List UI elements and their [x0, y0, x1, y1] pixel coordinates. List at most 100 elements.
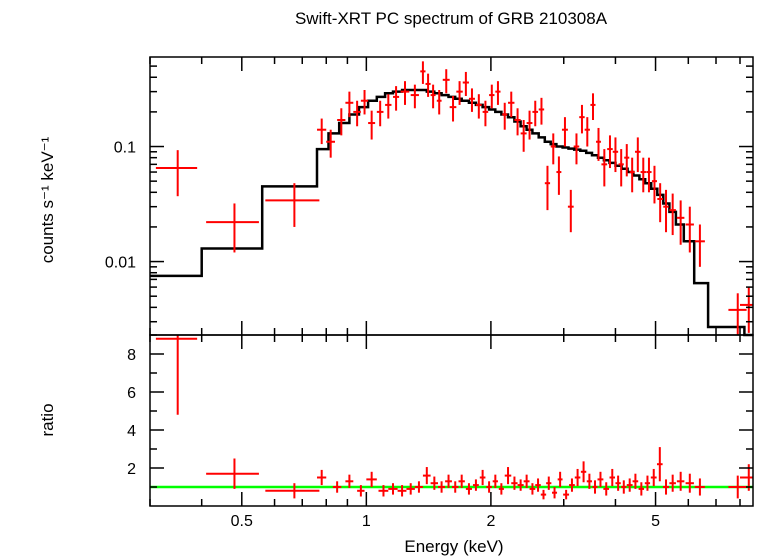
y-tick-label: 4 — [127, 423, 136, 440]
ratio-data-point — [656, 447, 663, 482]
ratio-data-point — [465, 483, 472, 495]
spectrum-data-point — [385, 94, 392, 119]
spectrum-data-point — [368, 110, 376, 140]
spectrum-data-point — [425, 73, 431, 97]
top-y-axis-label: counts s⁻¹ keV⁻¹ — [38, 136, 57, 263]
spectrum-data-point — [676, 200, 685, 245]
spectrum-data-point — [206, 203, 259, 253]
ratio-data-point — [378, 485, 389, 497]
ratio-data-point — [676, 471, 685, 491]
ratio-plot-frame — [149, 334, 754, 507]
ratio-data-point — [586, 473, 592, 489]
spectrum-data-point — [573, 133, 580, 165]
spectrum-data-point — [646, 157, 652, 193]
spectrum-data-point — [449, 95, 457, 122]
ratio-data-point — [638, 482, 645, 496]
ratio-data-point — [597, 471, 604, 487]
spectrum-data-point — [420, 61, 426, 84]
ratio-data-point — [206, 458, 259, 489]
ratio-data-point — [574, 468, 581, 487]
model-curve — [150, 88, 753, 337]
spectrum-data-point — [482, 100, 489, 127]
spectrum-data-point — [337, 108, 346, 136]
ratio-data-point — [569, 478, 575, 492]
spectrum-data-point — [532, 100, 539, 127]
x-axis-label: Energy (keV) — [404, 537, 503, 556]
spectrum-data-point — [520, 120, 527, 152]
spectrum-data-point — [326, 129, 336, 158]
spectrum-data-point — [669, 193, 676, 236]
spectrum-data-point — [442, 69, 450, 94]
spectrum-data-point — [685, 206, 694, 253]
spectrum-data-point — [624, 144, 630, 177]
spectrum-data-point — [538, 97, 545, 125]
ratio-data-point — [357, 485, 365, 497]
spectrum-data-point — [514, 108, 521, 136]
ratio-data-point — [529, 483, 536, 495]
spectrum-data-point — [728, 293, 747, 335]
spectrum-data-point — [590, 93, 596, 121]
ratio-data-point — [511, 476, 518, 490]
ratio-data-point — [685, 473, 694, 493]
ratio-data-point — [592, 480, 598, 494]
spectrum-data-point — [489, 84, 495, 109]
ratio-data-point — [609, 468, 616, 487]
ratio-data-point — [445, 474, 452, 488]
ratio-data-point — [414, 481, 423, 493]
spectrum-data-point — [567, 189, 574, 233]
spectrum-panel — [150, 61, 753, 337]
spectrum-data-point — [640, 157, 646, 193]
spectrum-data-point — [550, 133, 556, 165]
spectrum-data-point — [663, 189, 669, 233]
ratio-data-point — [535, 478, 541, 492]
spectrum-data-point — [526, 110, 533, 140]
ratio-data-point — [694, 478, 705, 496]
spectrum-data-point — [400, 81, 410, 105]
ratio-data-point — [615, 475, 621, 491]
spectrum-data-point — [561, 117, 568, 147]
spectrum-data-point — [495, 81, 501, 105]
ratio-data-point — [422, 467, 431, 485]
spectrum-data-point — [462, 71, 469, 96]
ratio-data-point — [517, 479, 524, 491]
spectrum-data-point — [651, 165, 657, 204]
y-tick-label: 0.1 — [114, 140, 136, 157]
spectrum-data-point — [556, 156, 562, 195]
ratio-data-point — [479, 469, 486, 486]
spectrum-data-point — [612, 137, 619, 173]
ratio-data-point — [265, 483, 320, 499]
spectrum-data-point — [629, 157, 635, 193]
ratio-data-point — [451, 481, 459, 493]
ratio-data-point — [438, 481, 446, 493]
spectrum-data-point — [657, 183, 663, 223]
spectrum-data-point — [475, 94, 482, 119]
ratio-data-point — [458, 474, 465, 488]
ratio-data-point — [650, 468, 657, 487]
ratio-data-point — [621, 480, 627, 494]
spectrum-data-point — [579, 104, 585, 134]
x-tick-label: 5 — [651, 513, 660, 530]
spectrum-data-point — [635, 137, 641, 173]
ratio-data-point — [486, 481, 492, 493]
spectrum-data-point — [317, 118, 327, 145]
ratio-data-point — [546, 476, 552, 490]
spectrum-data-point — [618, 149, 624, 187]
ratio-data-point — [662, 479, 670, 495]
spectrum-data-point — [265, 183, 320, 227]
ratio-data-point — [540, 489, 547, 500]
x-tick-label: 1 — [362, 513, 371, 530]
spectrum-data-point — [502, 102, 508, 130]
spectrum-data-point — [430, 84, 436, 109]
ratio-data-point — [728, 475, 747, 499]
ratio-data-point — [332, 481, 342, 493]
ratio-data-point — [317, 469, 327, 486]
ratio-data-point — [603, 482, 610, 496]
ratio-data-point — [563, 489, 570, 500]
ratio-data-point — [430, 476, 439, 490]
ratio-data-point — [626, 478, 633, 492]
ratio-data-point — [406, 483, 415, 495]
y-tick-label: 2 — [127, 461, 136, 478]
ratio-data-point — [557, 471, 563, 487]
ratio-data-point — [669, 474, 676, 492]
